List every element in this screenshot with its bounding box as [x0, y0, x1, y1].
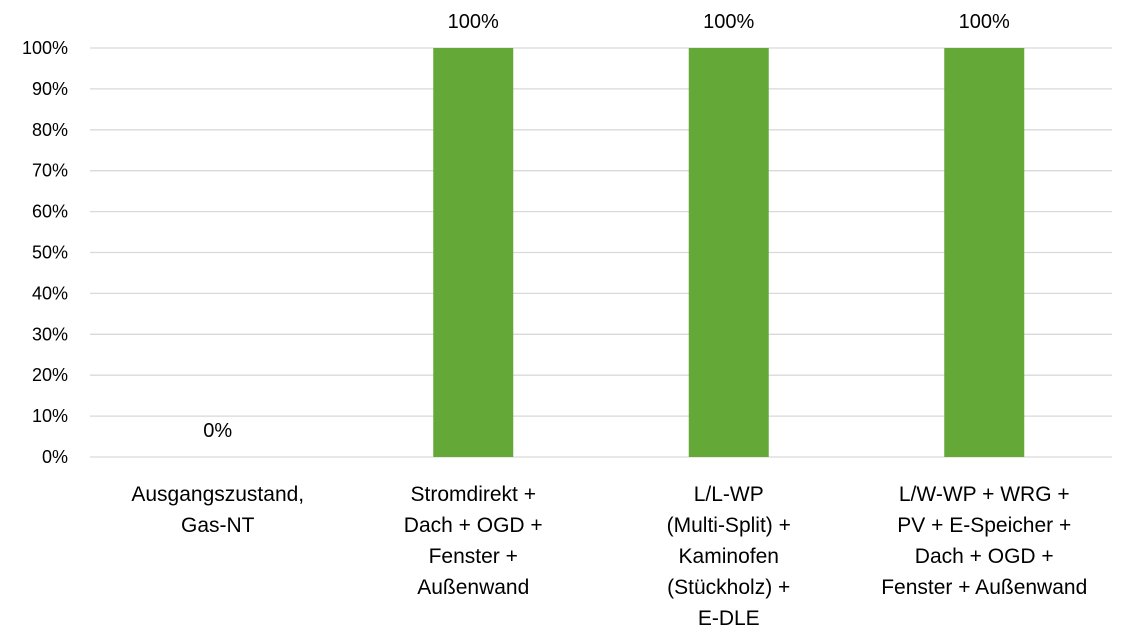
category-label-line: Ausgangszustand, — [131, 483, 304, 506]
category-label-line: (Multi-Split) + — [667, 514, 791, 537]
category-label-line: Gas-NT — [181, 514, 255, 537]
y-tick-label: 10% — [32, 406, 68, 426]
y-tick-label: 20% — [32, 365, 68, 385]
data-label: 0% — [203, 420, 232, 442]
y-tick-label: 0% — [42, 447, 68, 467]
bars — [433, 48, 1025, 457]
data-labels: 0% 100% 100% 100% — [203, 11, 1010, 442]
y-tick-label: 60% — [32, 202, 68, 222]
y-tick-label: 70% — [32, 161, 68, 181]
category-label-line: Kaminofen — [679, 545, 779, 568]
y-tick-label: 90% — [32, 79, 68, 99]
bar — [433, 48, 514, 457]
category-label-line: Außenwand — [417, 576, 529, 599]
y-axis-tick-labels: 0% 10% 20% 30% 40% 50% 60% 70% 80% 90% 100% — [22, 38, 68, 467]
data-label: 100% — [703, 11, 754, 33]
category-label-line: Dach + OGD + — [915, 545, 1054, 568]
data-label: 100% — [448, 11, 499, 33]
category-label-line: (Stückholz) + — [667, 576, 790, 599]
bar — [688, 48, 769, 457]
category-label-line: L/W-WP + WRG + — [899, 483, 1070, 506]
data-label: 100% — [959, 11, 1010, 33]
category-label-line: Dach + OGD + — [404, 514, 543, 537]
category-label-line: PV + E-Speicher + — [897, 514, 1071, 537]
category-label-line: E-DLE — [698, 607, 760, 630]
y-tick-label: 30% — [32, 324, 68, 344]
y-tick-label: 100% — [22, 38, 68, 58]
category-label-line: Fenster + — [429, 545, 518, 568]
x-axis-category-labels: Ausgangszustand, Gas-NT Stromdirekt + Dach … — [131, 483, 1087, 630]
y-tick-label: 80% — [32, 120, 68, 140]
category-label-line: Fenster + Außenwand — [881, 576, 1087, 599]
category-label-line: L/L-WP — [694, 483, 764, 506]
gridlines — [90, 47, 1112, 458]
category-label-line: Stromdirekt + — [411, 483, 536, 506]
y-tick-label: 50% — [32, 243, 68, 263]
bar — [944, 48, 1025, 457]
y-tick-label: 40% — [32, 283, 68, 303]
